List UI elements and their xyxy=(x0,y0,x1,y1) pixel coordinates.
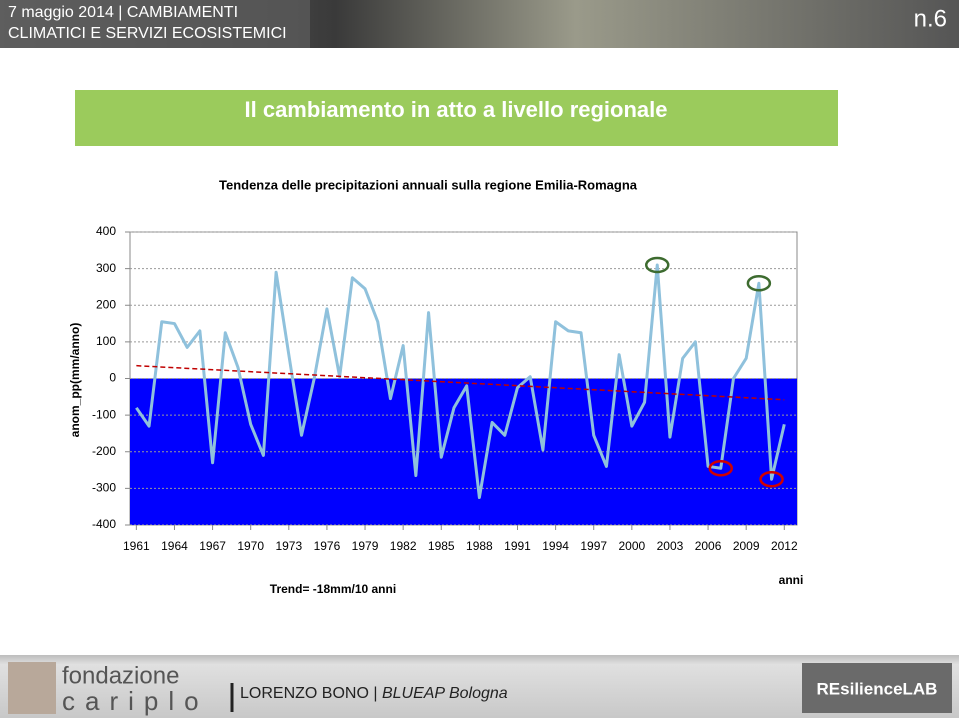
footer-bar xyxy=(0,655,959,718)
x-tick-label: 1997 xyxy=(580,539,607,553)
highlight-circle xyxy=(746,275,772,292)
logo-text: REsilienceLAB xyxy=(817,679,938,698)
x-tick-label: 1973 xyxy=(275,539,302,553)
highlight-circle xyxy=(708,459,734,477)
org: BLUEAP Bologna xyxy=(382,685,508,702)
y-axis-label: anom_pp(mm/anno) xyxy=(68,323,82,438)
chart-title: Tendenza delle precipitazioni annuali su… xyxy=(219,177,638,192)
y-tick-label: 0 xyxy=(109,371,116,385)
x-tick-label: 1988 xyxy=(466,539,493,553)
y-tick-label: -100 xyxy=(92,407,116,421)
highlight-circle xyxy=(759,470,784,488)
plot: -400 -300 -200 -100 0 100 200 300 400 1961 1964 196… xyxy=(92,224,798,553)
x-tick-label: 1991 xyxy=(504,539,531,553)
x-tick-label: 1964 xyxy=(161,539,188,553)
x-tick-label: 1979 xyxy=(352,539,379,553)
x-tick-label: 2012 xyxy=(771,539,798,553)
logo-box xyxy=(802,663,952,713)
x-tick-label: 1970 xyxy=(237,539,264,553)
header-panel xyxy=(0,0,310,48)
y-tick-label: -400 xyxy=(92,517,116,531)
header-text: CLIMATICI E SERVIZI ECOSISTEMICI xyxy=(8,25,287,42)
y-tick-label: 200 xyxy=(96,297,116,311)
logo-text: cariplo xyxy=(62,686,209,716)
data-line xyxy=(135,263,786,500)
y-tick-label: 400 xyxy=(96,224,116,238)
x-tick-label: 2006 xyxy=(695,539,722,553)
y-tick-label: -200 xyxy=(92,444,116,458)
x-tick-label: 2000 xyxy=(618,539,645,553)
logo-text: fondazione xyxy=(62,662,179,689)
x-tick-label: 1976 xyxy=(314,539,341,553)
x-tick-label: 2009 xyxy=(733,539,760,553)
x-tick-label: 1961 xyxy=(123,539,150,553)
header-text: 7 maggio 2014 | CAMBIAMENTI xyxy=(8,4,238,21)
trend-line xyxy=(136,364,785,401)
logo-emblem xyxy=(8,662,56,714)
x-axis-label: anni xyxy=(779,573,804,587)
x-tick-label: 1982 xyxy=(390,539,417,553)
author: LORENZO BONO | xyxy=(240,685,382,702)
y-tick-label: 300 xyxy=(96,261,116,275)
x-tick-label: 1967 xyxy=(199,539,226,553)
x-tick-label: 1994 xyxy=(542,539,569,553)
x-tick-label: 1985 xyxy=(428,539,455,553)
y-tick-label: -300 xyxy=(92,481,116,495)
highlight-circle xyxy=(644,256,670,274)
footer-author: LORENZO BONO | BLUEAP Bologna xyxy=(240,685,508,702)
y-tick-label: 100 xyxy=(96,334,116,348)
title-box xyxy=(75,90,838,146)
x-tick-label: 2003 xyxy=(657,539,684,553)
page-number: n.6 xyxy=(914,5,947,32)
slide-title: Il cambiamento in atto a livello regiona… xyxy=(245,97,668,122)
trend-label: Trend= -18mm/10 anni xyxy=(270,582,396,596)
